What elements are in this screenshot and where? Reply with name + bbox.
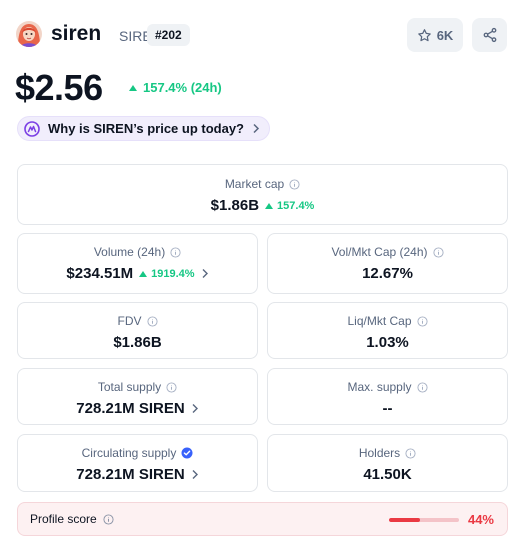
share-button[interactable]	[472, 18, 507, 52]
max-supply-value: --	[382, 400, 393, 417]
holders-value: 41.50K	[363, 466, 412, 483]
volume-card[interactable]: Volume (24h) $234.51M 1919.4%	[17, 233, 258, 294]
profile-score-fill	[389, 518, 420, 522]
info-icon[interactable]	[405, 447, 416, 459]
info-icon[interactable]	[170, 246, 181, 258]
total-supply-value: 728.21M SIREN	[76, 400, 185, 417]
market-cap-label: Market cap	[224, 177, 285, 191]
volume-change: 1919.4%	[139, 267, 195, 280]
info-icon[interactable]	[432, 246, 444, 258]
fdv-label: FDV	[117, 314, 142, 328]
info-icon[interactable]	[416, 315, 428, 327]
liq-mkt-cap-value: 1.03%	[366, 334, 409, 351]
total-supply-card[interactable]: Total supply 728.21M SIREN	[17, 368, 258, 425]
volume-value: $234.51M	[66, 265, 134, 282]
chevron-right-icon	[202, 269, 208, 278]
profile-score-track	[389, 518, 459, 522]
volume-change-text: 1919.4%	[151, 267, 195, 280]
fdv-value: $1.86B	[113, 334, 162, 351]
watchlist-count: 6K	[436, 27, 454, 43]
profile-score-percent: 44%	[467, 512, 494, 527]
ai-spark-icon	[24, 120, 40, 137]
circulating-supply-value: 728.21M SIREN	[76, 466, 185, 483]
current-price: $2.56	[15, 67, 103, 108]
arrow-up-icon	[129, 84, 137, 91]
arrow-up-icon	[139, 270, 148, 277]
watchlist-button[interactable]: 6K	[407, 18, 463, 52]
vol-mkt-cap-label: Vol/Mkt Cap (24h)	[331, 245, 428, 259]
fdv-card: FDV $1.86B	[17, 302, 258, 359]
coin-name: siren	[51, 22, 102, 45]
why-price-up-label: Why is SIREN’s price up today?	[48, 121, 244, 136]
coin-avatar	[16, 21, 42, 47]
profile-score-bar[interactable]: Profile score 44%	[17, 502, 508, 536]
chevron-right-icon	[192, 404, 198, 413]
liq-mkt-cap-label: Liq/Mkt Cap	[347, 314, 412, 328]
market-cap-change-text: 157.4%	[277, 199, 315, 212]
why-price-up-button[interactable]: Why is SIREN’s price up today?	[17, 116, 270, 141]
circulating-supply-card[interactable]: Circulating supply 728.21M SIREN	[17, 434, 258, 492]
verified-badge-icon	[181, 447, 193, 459]
market-cap-change: 157.4%	[265, 200, 314, 212]
chevron-right-icon	[192, 470, 198, 479]
info-icon[interactable]	[146, 315, 158, 327]
info-icon[interactable]	[166, 381, 177, 393]
market-cap-card: Market cap $1.86B 157.4%	[17, 164, 508, 225]
coin-header: siren SIREN #202 6K	[16, 18, 508, 54]
holders-label: Holders	[358, 446, 401, 460]
max-supply-label: Max. supply	[347, 380, 412, 394]
star-icon	[417, 28, 431, 41]
info-icon[interactable]	[103, 513, 114, 525]
liq-mkt-cap-card: Liq/Mkt Cap 1.03%	[267, 302, 508, 359]
rank-badge: #202	[147, 24, 190, 46]
profile-score-label: Profile score	[30, 512, 97, 526]
total-supply-label: Total supply	[97, 380, 162, 394]
chevron-right-icon	[253, 123, 260, 134]
holders-card: Holders 41.50K	[267, 434, 508, 492]
info-icon[interactable]	[289, 178, 300, 190]
share-icon	[483, 27, 496, 43]
max-supply-card: Max. supply --	[267, 368, 508, 425]
price-change-text: 157.4% (24h)	[143, 80, 222, 95]
circulating-supply-label: Circulating supply	[81, 446, 177, 460]
vol-mkt-cap-card: Vol/Mkt Cap (24h) 12.67%	[267, 233, 508, 294]
arrow-up-icon	[265, 202, 274, 209]
vol-mkt-cap-value: 12.67%	[362, 265, 413, 282]
info-icon[interactable]	[416, 381, 428, 393]
market-cap-value: $1.86B	[210, 197, 260, 214]
price-change-24h: 157.4% (24h)	[129, 80, 222, 95]
volume-label: Volume (24h)	[93, 245, 166, 259]
